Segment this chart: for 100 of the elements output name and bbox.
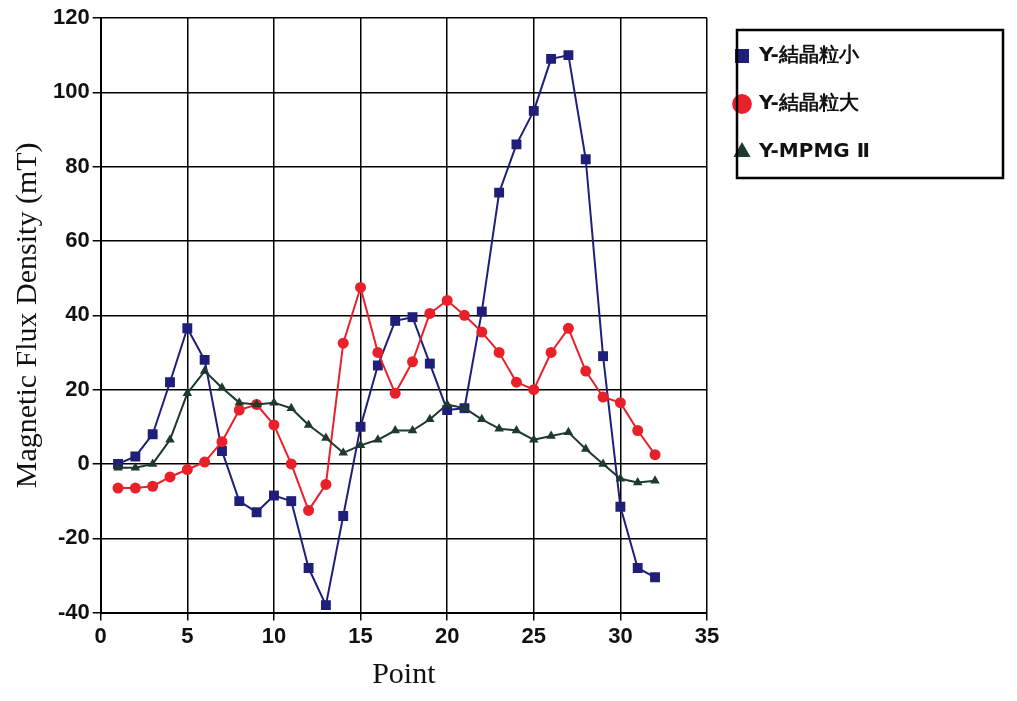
- point: [130, 462, 141, 471]
- point: [650, 572, 660, 583]
- y-axis-title: Magnetic Flux Density (mT): [8, 142, 43, 489]
- point: [199, 365, 210, 374]
- point: [251, 507, 262, 518]
- point: [494, 187, 505, 198]
- point: [632, 563, 643, 573]
- point: [476, 326, 488, 338]
- point: [269, 397, 279, 406]
- point: [424, 307, 436, 319]
- point: [373, 434, 383, 443]
- point: [563, 50, 574, 61]
- point: [545, 346, 557, 358]
- legend-label: Y-結晶粒大: [758, 90, 860, 115]
- point: [580, 365, 592, 377]
- point: [528, 384, 540, 396]
- x-tick-label: 30: [608, 622, 633, 648]
- point: [562, 322, 574, 334]
- point: [338, 511, 349, 521]
- y-tick-label: 40: [65, 301, 90, 327]
- y-tick-label: 100: [52, 78, 90, 104]
- point: [442, 398, 452, 408]
- point: [615, 501, 626, 512]
- point: [234, 496, 245, 507]
- point: [424, 358, 435, 369]
- point: [425, 413, 435, 423]
- point: [614, 397, 626, 409]
- y-tick-label: 120: [52, 4, 90, 30]
- point: [407, 425, 418, 434]
- point: [321, 432, 331, 441]
- point: [303, 504, 315, 516]
- x-tick-label: 10: [261, 622, 287, 648]
- y-tick-label: -20: [57, 524, 90, 550]
- legend-label: Y-MPMG Ⅱ: [758, 138, 870, 163]
- point: [511, 425, 522, 434]
- point: [563, 426, 574, 436]
- point: [268, 419, 280, 431]
- point: [580, 443, 591, 452]
- point: [390, 425, 400, 434]
- point: [649, 449, 661, 461]
- point: [285, 458, 297, 470]
- point: [147, 458, 158, 467]
- point: [199, 354, 210, 365]
- point: [165, 377, 175, 388]
- point: [217, 382, 227, 391]
- x-tick-label: 5: [181, 622, 194, 648]
- point: [320, 600, 331, 611]
- point: [338, 447, 348, 456]
- point: [598, 458, 608, 467]
- x-tick-label: 35: [694, 622, 720, 648]
- point: [493, 346, 505, 358]
- point: [597, 391, 609, 403]
- point: [407, 356, 419, 368]
- point: [407, 312, 418, 323]
- point: [337, 337, 349, 349]
- x-tick-label: 20: [434, 622, 460, 648]
- y-tick-label: 80: [65, 152, 90, 178]
- point: [181, 464, 193, 476]
- point: [632, 477, 643, 486]
- point: [286, 496, 297, 507]
- point: [458, 309, 470, 321]
- point: [441, 294, 453, 306]
- point: [268, 490, 279, 501]
- point: [320, 478, 332, 490]
- point: [476, 306, 487, 317]
- point: [129, 482, 141, 494]
- point: [615, 473, 626, 482]
- point: [494, 423, 504, 432]
- y-tick-label: 60: [65, 227, 90, 253]
- point: [546, 53, 557, 64]
- x-tick-label: 0: [94, 622, 107, 648]
- point: [477, 413, 487, 423]
- point: [355, 421, 366, 432]
- point: [286, 402, 297, 411]
- point: [546, 430, 556, 439]
- point: [182, 323, 193, 334]
- point: [303, 563, 314, 573]
- point: [130, 451, 141, 462]
- point: [528, 105, 539, 116]
- point: [147, 429, 158, 440]
- point: [234, 397, 245, 406]
- point: [355, 281, 367, 293]
- point: [165, 434, 175, 443]
- legend-label: Y-結晶粒小: [758, 42, 860, 67]
- y-tick-label: 0: [77, 450, 90, 476]
- point: [632, 425, 644, 436]
- x-tick-label: 25: [521, 622, 547, 648]
- point: [217, 445, 227, 456]
- point: [147, 480, 159, 492]
- point: [598, 351, 609, 362]
- y-tick-label: 20: [65, 375, 90, 401]
- point: [650, 475, 660, 484]
- point: [164, 471, 176, 483]
- x-axis-title: Point: [372, 655, 437, 689]
- point: [580, 154, 591, 165]
- x-tick-label: 15: [348, 622, 373, 648]
- y-tick-label: -40: [57, 598, 90, 624]
- point: [199, 456, 211, 468]
- point: [112, 482, 124, 494]
- point: [372, 346, 384, 358]
